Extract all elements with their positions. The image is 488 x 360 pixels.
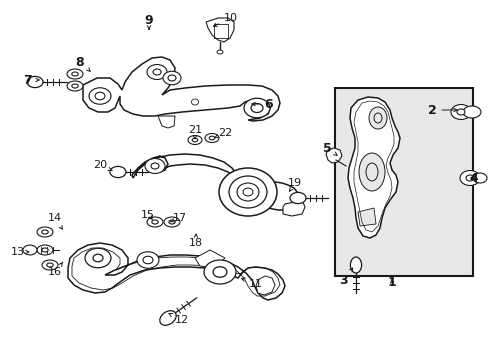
Ellipse shape [168, 220, 175, 224]
Ellipse shape [472, 173, 486, 183]
Ellipse shape [358, 153, 384, 191]
Ellipse shape [147, 217, 163, 227]
Ellipse shape [365, 163, 377, 181]
Ellipse shape [465, 175, 473, 181]
Ellipse shape [243, 188, 252, 196]
Text: 18: 18 [188, 234, 203, 248]
Text: 16: 16 [48, 262, 63, 277]
Text: 13: 13 [11, 247, 29, 257]
Ellipse shape [47, 263, 53, 267]
Ellipse shape [163, 217, 180, 227]
Text: 9: 9 [144, 13, 153, 30]
Polygon shape [347, 97, 399, 238]
Ellipse shape [368, 107, 386, 129]
Text: 19: 19 [287, 178, 302, 191]
Ellipse shape [228, 176, 266, 208]
Text: 4: 4 [468, 171, 477, 184]
Polygon shape [83, 57, 280, 121]
Ellipse shape [209, 136, 214, 140]
Polygon shape [325, 148, 341, 163]
Ellipse shape [459, 171, 479, 185]
Ellipse shape [72, 72, 78, 76]
Ellipse shape [41, 248, 48, 252]
Ellipse shape [67, 81, 83, 91]
Ellipse shape [213, 267, 226, 277]
Ellipse shape [42, 260, 58, 270]
Ellipse shape [37, 245, 53, 255]
Ellipse shape [89, 88, 111, 104]
Ellipse shape [137, 252, 159, 268]
Ellipse shape [456, 109, 464, 115]
Ellipse shape [191, 99, 198, 105]
Text: 3: 3 [339, 268, 352, 287]
Ellipse shape [214, 267, 225, 277]
Text: 6: 6 [251, 98, 273, 111]
Ellipse shape [244, 98, 269, 118]
Ellipse shape [23, 245, 37, 255]
Text: 10: 10 [213, 13, 238, 26]
Ellipse shape [151, 163, 159, 169]
Ellipse shape [160, 311, 176, 325]
Ellipse shape [462, 106, 480, 118]
Ellipse shape [145, 158, 164, 174]
Ellipse shape [151, 220, 158, 224]
Text: 8: 8 [76, 55, 90, 71]
Ellipse shape [163, 71, 181, 85]
Text: 5: 5 [322, 141, 336, 156]
Polygon shape [195, 250, 224, 268]
Ellipse shape [153, 69, 161, 75]
Ellipse shape [41, 230, 48, 234]
Text: 14: 14 [48, 213, 62, 229]
Text: 17: 17 [170, 213, 187, 223]
Ellipse shape [147, 64, 167, 80]
Text: 21: 21 [187, 125, 202, 139]
Text: 22: 22 [214, 128, 232, 138]
Ellipse shape [37, 227, 53, 237]
Ellipse shape [168, 75, 176, 81]
Ellipse shape [85, 248, 111, 268]
Text: 20: 20 [93, 160, 112, 171]
Ellipse shape [192, 138, 197, 142]
Ellipse shape [373, 113, 381, 123]
Polygon shape [256, 276, 274, 295]
Ellipse shape [203, 260, 236, 284]
Bar [334, 88, 472, 276]
Polygon shape [132, 154, 299, 210]
Ellipse shape [72, 84, 78, 88]
Polygon shape [205, 18, 234, 42]
Ellipse shape [142, 256, 153, 264]
Text: 12: 12 [169, 314, 189, 325]
Ellipse shape [250, 104, 263, 112]
Polygon shape [68, 243, 285, 300]
Ellipse shape [27, 76, 43, 87]
Ellipse shape [93, 254, 103, 262]
Ellipse shape [450, 104, 470, 120]
Polygon shape [158, 116, 175, 128]
Polygon shape [283, 200, 305, 216]
Ellipse shape [289, 192, 305, 204]
Text: 2: 2 [427, 104, 456, 117]
Ellipse shape [67, 69, 83, 79]
Ellipse shape [350, 257, 361, 273]
Text: 11: 11 [241, 278, 263, 289]
Ellipse shape [217, 50, 223, 54]
Text: 7: 7 [23, 73, 39, 86]
Ellipse shape [187, 135, 202, 144]
Ellipse shape [204, 134, 219, 143]
Text: 1: 1 [387, 276, 396, 289]
Text: 15: 15 [141, 210, 155, 220]
Polygon shape [357, 208, 375, 226]
Ellipse shape [219, 168, 276, 216]
Ellipse shape [110, 166, 126, 177]
Ellipse shape [237, 183, 259, 201]
Ellipse shape [95, 92, 105, 100]
